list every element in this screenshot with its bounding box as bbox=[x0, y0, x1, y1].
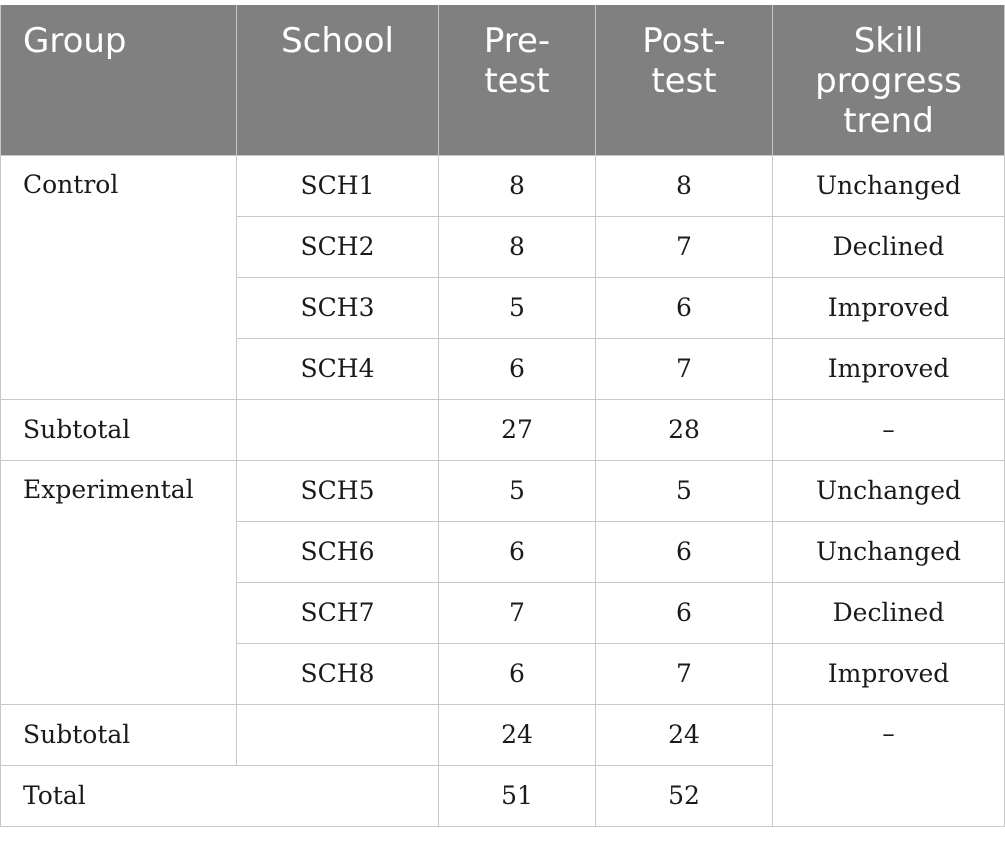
school-cell-empty bbox=[236, 398, 439, 461]
table-row: SCH8 6 7 Improved bbox=[1, 642, 1005, 705]
header-school: School bbox=[236, 5, 439, 156]
posttest-cell: 7 bbox=[595, 215, 773, 278]
results-table: Group School Pre-test Post-test Skill pr… bbox=[0, 5, 1005, 827]
subtotal-label: Subtotal bbox=[0, 703, 237, 766]
school-cell-empty bbox=[236, 703, 439, 766]
pretest-cell: 6 bbox=[438, 642, 596, 705]
total-label: Total bbox=[0, 764, 439, 827]
header-row: Group School Pre-test Post-test Skill pr… bbox=[0, 5, 1005, 156]
school-cell: SCH2 bbox=[236, 215, 439, 278]
subtotal-row-control: Subtotal 27 28 – bbox=[0, 398, 1005, 461]
subtotal-trend: – bbox=[772, 703, 1005, 827]
trend-cell: Unchanged bbox=[772, 520, 1005, 583]
school-cell: SCH7 bbox=[236, 581, 439, 644]
pretest-cell: 5 bbox=[438, 459, 596, 522]
posttest-cell: 6 bbox=[595, 520, 773, 583]
subtotal-pretest: 24 bbox=[438, 703, 596, 766]
school-cell: SCH3 bbox=[236, 276, 439, 339]
subtotal-posttest: 28 bbox=[595, 398, 773, 461]
group-experimental: Experimental bbox=[0, 459, 237, 705]
trend-cell: Declined bbox=[772, 581, 1005, 644]
table-row: SCH2 8 7 Declined bbox=[1, 215, 1005, 278]
header-group: Group bbox=[0, 5, 237, 156]
subtotal-label: Subtotal bbox=[0, 398, 237, 461]
pretest-cell: 6 bbox=[438, 520, 596, 583]
posttest-cell: 7 bbox=[595, 337, 773, 400]
posttest-cell: 6 bbox=[595, 581, 773, 644]
total-posttest: 52 bbox=[595, 764, 773, 827]
school-cell: SCH1 bbox=[236, 154, 439, 217]
trend-cell: Unchanged bbox=[772, 459, 1005, 522]
group-control: Control bbox=[0, 154, 237, 400]
table-row: SCH6 6 6 Unchanged bbox=[1, 520, 1005, 583]
posttest-cell: 8 bbox=[595, 154, 773, 217]
pretest-cell: 6 bbox=[438, 337, 596, 400]
school-cell: SCH8 bbox=[236, 642, 439, 705]
table-row: SCH4 6 7 Improved bbox=[1, 337, 1005, 400]
school-cell: SCH4 bbox=[236, 337, 439, 400]
subtotal-trend: – bbox=[772, 398, 1005, 461]
trend-cell: Improved bbox=[772, 276, 1005, 339]
trend-cell: Declined bbox=[772, 215, 1005, 278]
school-cell: SCH5 bbox=[236, 459, 439, 522]
table-row: SCH7 7 6 Declined bbox=[1, 581, 1005, 644]
trend-cell: Improved bbox=[772, 642, 1005, 705]
pretest-cell: 8 bbox=[438, 215, 596, 278]
posttest-cell: 6 bbox=[595, 276, 773, 339]
subtotal-row-experimental: Subtotal 24 24 – bbox=[0, 703, 1005, 827]
header-posttest: Post-test bbox=[595, 5, 773, 156]
table-row: Experimental SCH5 5 5 Unchanged bbox=[0, 459, 1005, 705]
school-cell: SCH6 bbox=[236, 520, 439, 583]
posttest-cell: 7 bbox=[595, 642, 773, 705]
trend-cell: Unchanged bbox=[772, 154, 1005, 217]
pretest-cell: 5 bbox=[438, 276, 596, 339]
total-pretest: 51 bbox=[438, 764, 596, 827]
total-row: Total 51 52 bbox=[0, 764, 1005, 827]
posttest-cell: 5 bbox=[595, 459, 773, 522]
trend-cell: Improved bbox=[772, 337, 1005, 400]
pretest-cell: 7 bbox=[438, 581, 596, 644]
subtotal-pretest: 27 bbox=[438, 398, 596, 461]
subtotal-posttest: 24 bbox=[595, 703, 773, 766]
table-row: Control SCH1 8 8 Unchanged bbox=[0, 154, 1005, 400]
pretest-cell: 8 bbox=[438, 154, 596, 217]
header-pretest: Pre-test bbox=[438, 5, 596, 156]
header-trend: Skill progress trend bbox=[772, 5, 1005, 156]
